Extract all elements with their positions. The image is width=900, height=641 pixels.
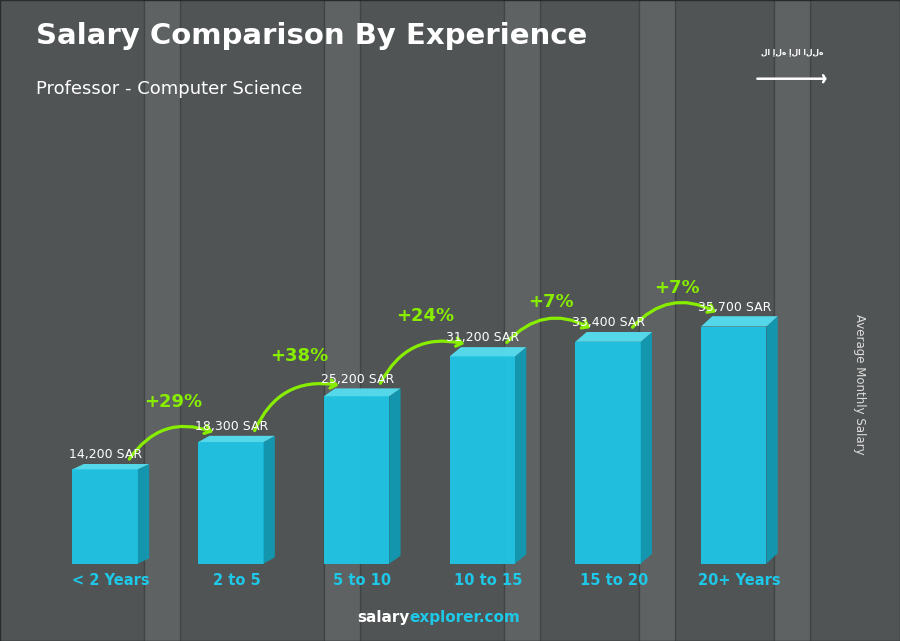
Polygon shape bbox=[138, 464, 149, 563]
Text: +29%: +29% bbox=[145, 393, 202, 412]
Text: 18,300 SAR: 18,300 SAR bbox=[195, 420, 268, 433]
Polygon shape bbox=[575, 342, 641, 563]
Polygon shape bbox=[324, 396, 390, 563]
Polygon shape bbox=[450, 347, 526, 356]
Text: 25,200 SAR: 25,200 SAR bbox=[320, 372, 394, 386]
FancyBboxPatch shape bbox=[639, 0, 675, 641]
Polygon shape bbox=[767, 316, 778, 563]
Text: 10 to 15: 10 to 15 bbox=[454, 573, 522, 588]
Polygon shape bbox=[450, 356, 515, 563]
Text: 15 to 20: 15 to 20 bbox=[580, 573, 648, 588]
Polygon shape bbox=[264, 436, 274, 563]
FancyBboxPatch shape bbox=[144, 0, 180, 641]
FancyBboxPatch shape bbox=[774, 0, 810, 641]
Polygon shape bbox=[701, 316, 778, 326]
Text: Professor - Computer Science: Professor - Computer Science bbox=[36, 80, 302, 98]
Text: explorer.com: explorer.com bbox=[410, 610, 520, 625]
Polygon shape bbox=[73, 469, 138, 563]
Polygon shape bbox=[515, 347, 526, 563]
Polygon shape bbox=[641, 332, 652, 563]
FancyBboxPatch shape bbox=[504, 0, 540, 641]
Polygon shape bbox=[575, 332, 652, 342]
Text: < 2 Years: < 2 Years bbox=[72, 573, 149, 588]
Text: Salary Comparison By Experience: Salary Comparison By Experience bbox=[36, 22, 587, 51]
Text: +7%: +7% bbox=[528, 294, 573, 312]
Text: 31,200 SAR: 31,200 SAR bbox=[446, 331, 519, 344]
FancyBboxPatch shape bbox=[324, 0, 360, 641]
Polygon shape bbox=[701, 326, 767, 563]
Text: +38%: +38% bbox=[270, 347, 328, 365]
Text: 33,400 SAR: 33,400 SAR bbox=[572, 317, 645, 329]
Text: +7%: +7% bbox=[653, 279, 699, 297]
Text: 20+ Years: 20+ Years bbox=[698, 573, 780, 588]
Text: 5 to 10: 5 to 10 bbox=[333, 573, 392, 588]
Text: 2 to 5: 2 to 5 bbox=[212, 573, 260, 588]
Polygon shape bbox=[324, 388, 400, 396]
Polygon shape bbox=[198, 442, 264, 563]
Polygon shape bbox=[73, 464, 149, 469]
Text: 14,200 SAR: 14,200 SAR bbox=[69, 448, 142, 462]
Text: +24%: +24% bbox=[396, 307, 454, 325]
Text: لا إله إلا الله: لا إله إلا الله bbox=[760, 47, 824, 56]
Polygon shape bbox=[390, 388, 400, 563]
Polygon shape bbox=[198, 436, 274, 442]
Text: Average Monthly Salary: Average Monthly Salary bbox=[853, 314, 866, 455]
Text: 35,700 SAR: 35,700 SAR bbox=[698, 301, 771, 313]
Text: salary: salary bbox=[357, 610, 410, 625]
